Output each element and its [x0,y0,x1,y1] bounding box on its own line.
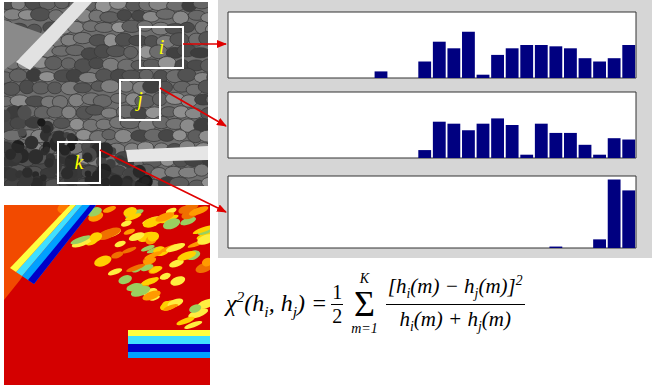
svg-text:i: i [159,36,165,58]
html-text:Σ: Σ [354,284,375,324]
html-text:K: K [359,271,370,286]
svg-text:k: k [75,151,85,173]
svg-text:j: j [134,88,143,111]
html-text:2: 2 [332,304,343,327]
html-text:m=1: m=1 [351,321,378,336]
html-text:χ2(hi, hj) = 1: χ2(hi, hj) = 1 [226,280,343,320]
html-text:[hi(m) − hj(m)]2: [hi(m) − hj(m)]2 [387,272,523,301]
html-text:hi(m) + hj(m): hi(m) + hj(m) [399,307,511,335]
